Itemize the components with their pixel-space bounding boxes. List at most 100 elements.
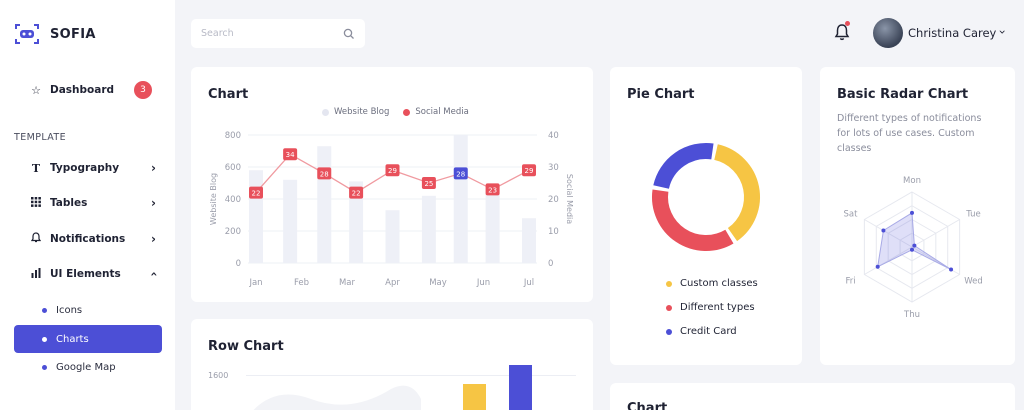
section-label: TEMPLATE [14,132,67,143]
sidebar-item-notifications[interactable]: Notifications › [14,225,164,253]
legend-swatch [666,328,672,335]
user-name[interactable]: Christina Carey [908,26,997,40]
radar-axis-label: Wed [964,277,983,287]
radar-axis-label: Tue [965,210,981,220]
y-tick-label: 600 [225,163,241,173]
card-subtitle: Different types of notifications for lot… [837,113,982,154]
data-label: 23 [488,186,497,194]
row-chart-background [253,385,421,410]
line-point [385,164,400,177]
chevron-right-icon: › [151,161,156,175]
legend-item[interactable]: Website Blog [322,107,389,117]
chart-legend: Website Blog Social Media [322,107,469,117]
radar-axis-label: Sat [844,210,859,220]
bell-icon [28,232,44,246]
x-tick-label: May [429,278,447,288]
bar [249,170,263,263]
pie-chart-card: Pie Chart Custom classes Different types… [610,67,802,365]
avatar[interactable] [873,18,903,48]
chevron-down-icon[interactable]: › [995,29,1010,35]
radar-spoke [864,219,913,248]
sidebar-subitem-label: Charts [56,333,89,345]
y-tick-label: 400 [225,195,241,205]
donut-chart [652,143,760,251]
notifications-bell-icon[interactable] [833,22,851,42]
sidebar-item-label: Notifications [50,233,126,245]
sidebar-item-tables[interactable]: Tables › [14,189,164,217]
legend-label: Website Blog [334,107,390,117]
sidebar-subitem-charts[interactable]: Charts [14,325,162,353]
y2-tick-label: 10 [548,227,559,237]
sidebar-item-typography[interactable]: T Typography › [14,154,164,182]
bar [283,179,298,263]
pie-legend-item[interactable]: Different types [666,302,755,313]
text-icon: T [31,161,41,175]
star-icon: ☆ [31,83,41,97]
line-point [283,148,298,161]
sidebar-subitem-icons[interactable]: Icons [14,296,162,324]
chart-card: Chart Website Blog Social Media 800 40 600… [191,67,593,302]
line-point [453,167,468,180]
radar-axis-label: Thu [903,310,920,320]
sidebar-item-label: Typography [50,162,120,174]
line-point [249,186,263,199]
radar-spoke [911,219,960,248]
radar-chart: Mon Tue Wed Thu Fri Sat [844,176,983,320]
brand[interactable]: SOFIA [14,22,96,46]
row-chart-card: Row Chart 1600 [191,319,593,410]
line-point [421,177,436,189]
radar-axis-label: Mon [903,176,921,186]
line-point [485,183,500,196]
radar-point [912,243,917,248]
sidebar-subitem-google-map[interactable]: Google Map [14,353,162,381]
bar [485,192,500,263]
search-icon[interactable] [343,28,355,40]
legend-item[interactable]: Social Media [403,107,469,117]
radar-point [910,210,914,215]
bar [522,218,536,263]
bar [349,181,364,263]
sidebar-item-label: UI Elements [50,268,121,280]
x-tick-label: Apr [385,278,400,288]
legend-label: Social Media [415,107,469,117]
chevron-up-icon: › [146,271,161,277]
bar [421,195,436,263]
radar-spoke [864,246,913,275]
card-title: Basic Radar Chart [837,87,969,102]
y-axis-title: Website Blog [209,173,218,225]
legend-swatch [666,304,672,311]
pie-legend-item[interactable]: Custom classes [666,278,758,289]
x-tick-label: Jul [523,278,534,288]
row-chart-bar [463,384,486,410]
brand-name: SOFIA [50,26,96,42]
data-label: 28 [456,170,465,178]
radar-chart-card: Basic Radar Chart Different types of not… [820,67,1015,365]
chevron-right-icon: › [151,196,156,210]
radar-point [910,247,914,252]
x-tick-label: Feb [294,278,309,288]
y2-tick-label: 20 [548,195,559,205]
x-tick-label: Jun [476,278,490,288]
grid-icon [28,196,44,210]
y2-axis-title: Social Media [565,174,574,224]
card-title: Row Chart [208,339,284,354]
y2-tick-label: 0 [548,259,553,269]
sidebar-item-ui-elements[interactable]: UI Elements › [14,260,164,288]
legend-swatch [322,108,329,116]
data-label: 25 [424,180,433,188]
pie-legend-item[interactable]: Credit Card [666,326,737,337]
y-tick-label: 200 [225,227,241,237]
notification-badge: 3 [134,81,152,99]
sidebar-subitem-label: Icons [56,304,83,316]
search-input[interactable] [201,28,343,39]
sidebar-item-dashboard[interactable]: ☆ Dashboard 3 [14,76,164,104]
legend-label: Different types [680,302,755,313]
bar [385,210,400,263]
gridline [246,375,576,376]
row-chart-bar [509,365,532,410]
radar-point [949,267,954,272]
line-point [522,164,536,177]
sidebar: SOFIA ☆ Dashboard 3 TEMPLATE T Typograph… [0,0,175,410]
line-point [349,186,364,199]
x-tick-label: Jan [248,278,262,288]
